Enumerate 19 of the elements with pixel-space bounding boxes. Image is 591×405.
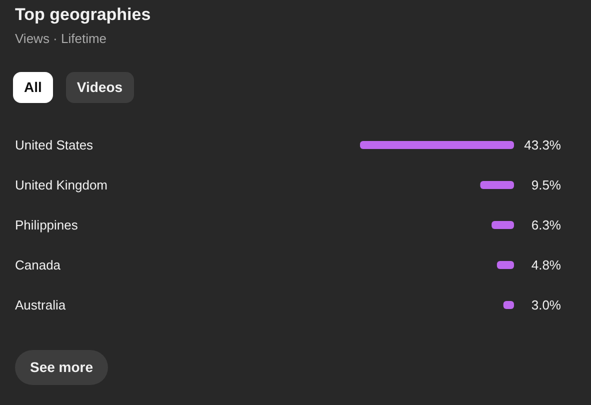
data-label: 3.0% bbox=[531, 298, 562, 312]
text: Top geographies bbox=[15, 5, 151, 25]
y-tick-label: United States bbox=[15, 138, 94, 152]
y-tick-label: Canada bbox=[15, 258, 62, 272]
data-label: 4.8% bbox=[531, 258, 562, 272]
y-tick-label: Philippines bbox=[15, 218, 78, 232]
bar bbox=[480, 181, 514, 189]
tab-chip: All bbox=[13, 72, 53, 103]
pill-button: See more bbox=[15, 350, 108, 385]
data-label: 9.5% bbox=[531, 178, 562, 192]
y-tick-label: United Kingdom bbox=[15, 178, 108, 192]
text: Views · Lifetime bbox=[15, 31, 107, 46]
data-label: 43.3% bbox=[524, 138, 562, 152]
bar bbox=[360, 141, 514, 149]
tab-chip: Videos bbox=[66, 72, 134, 103]
y-tick-label: Australia bbox=[15, 298, 66, 312]
bar bbox=[496, 261, 514, 269]
data-label: 6.3% bbox=[531, 218, 562, 232]
bar bbox=[492, 221, 514, 229]
